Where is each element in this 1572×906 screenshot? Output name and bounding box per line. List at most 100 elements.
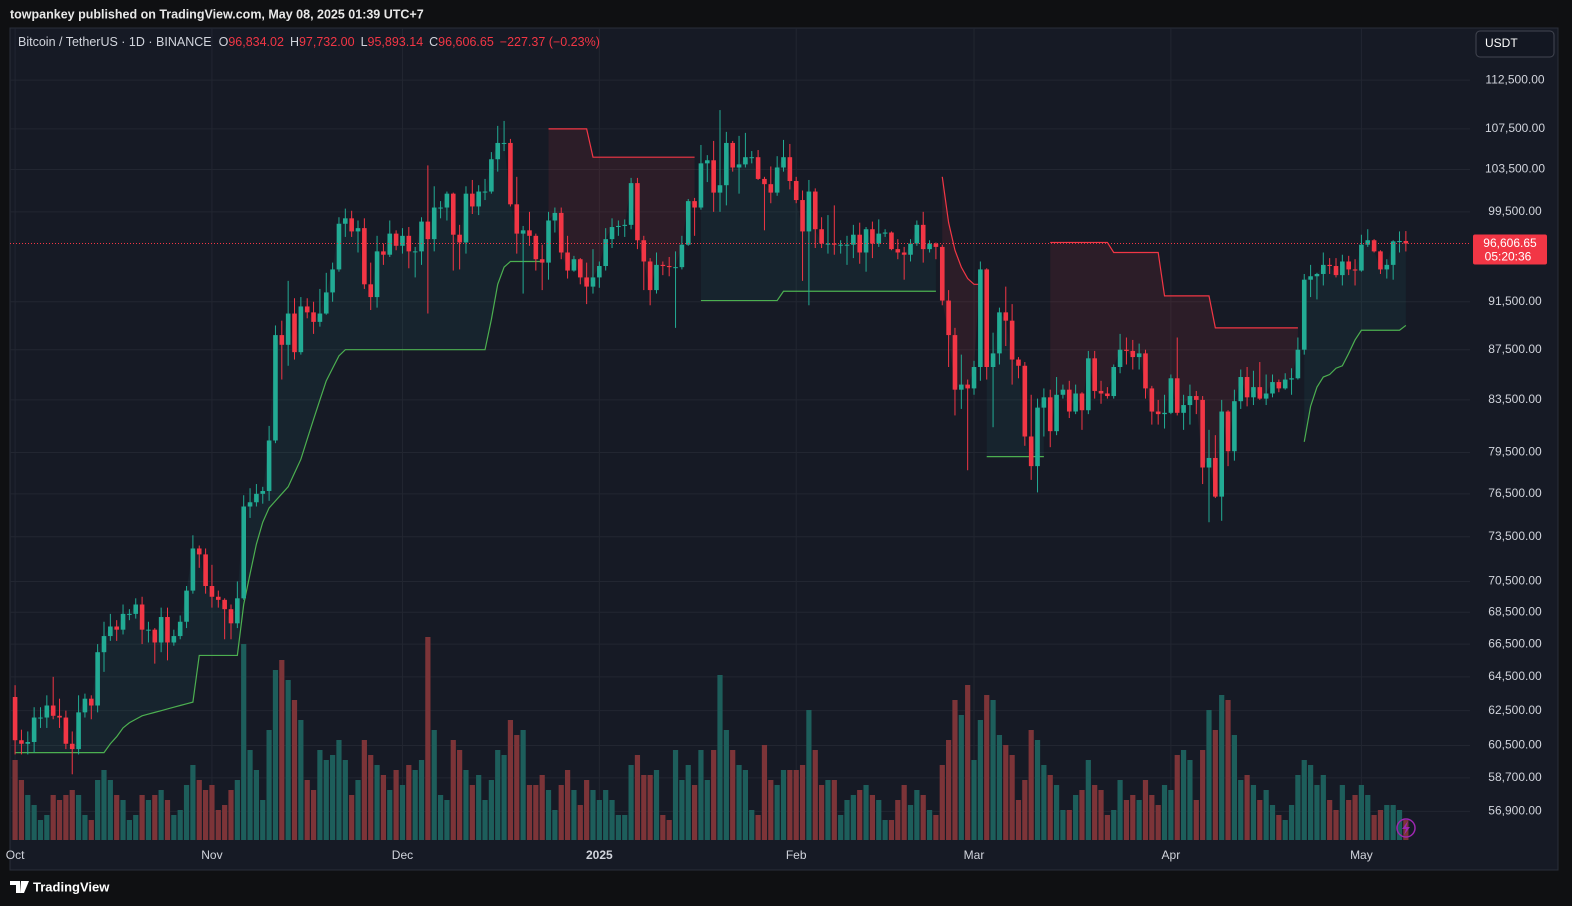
candle-body (616, 225, 621, 228)
candle-body (806, 191, 812, 232)
candle-body (647, 261, 653, 291)
candle-body (292, 313, 297, 353)
volume-bar (863, 785, 869, 840)
volume-bar (336, 740, 342, 840)
y-tick-label: 107,500.00 (1485, 121, 1545, 135)
candle-body (1321, 264, 1326, 274)
volume-bar (279, 660, 285, 840)
volume-bar (457, 750, 463, 840)
supertrend-line (700, 290, 936, 302)
volume-bar (1187, 760, 1193, 840)
volume-bar (660, 815, 666, 840)
candle-body (482, 191, 488, 193)
volume-bar (444, 800, 450, 840)
volume-bar (349, 795, 355, 840)
x-tick-label: Apr (1162, 848, 1181, 862)
volume-bar (120, 800, 126, 840)
volume-bar (603, 790, 609, 840)
candle-body (952, 335, 958, 390)
volume-bar (412, 770, 418, 840)
fill-layer (15, 128, 1406, 753)
currency-label[interactable]: USDT (1485, 36, 1518, 50)
candle-body (882, 232, 888, 234)
volume-bar (812, 750, 818, 840)
candle-body (793, 181, 799, 201)
candle-body (304, 306, 310, 313)
candle-body (660, 264, 666, 267)
volume-bar (342, 760, 348, 840)
candle-body (679, 244, 685, 268)
volume-bar (749, 810, 755, 840)
candle-body (44, 705, 50, 718)
volume-bar (622, 815, 628, 840)
volume-bar (1333, 810, 1339, 840)
volume-bar (1339, 785, 1345, 840)
candle-body (1009, 320, 1015, 360)
y-tick-label: 60,500.00 (1488, 738, 1542, 752)
ohlc-value: 96,606.65 (438, 35, 494, 49)
volume-bar (1155, 805, 1161, 840)
candle-body (203, 554, 208, 587)
volume-bar (685, 765, 691, 840)
candle-body (349, 218, 354, 232)
candle-body (146, 629, 151, 631)
candle-body (501, 142, 507, 144)
candle-body (876, 233, 882, 244)
candle-body (1016, 359, 1021, 366)
candle-body (781, 157, 786, 168)
volume-bar (209, 785, 215, 840)
volume-bar (869, 795, 876, 840)
volume-bar (361, 740, 367, 840)
volume-bar (514, 735, 520, 840)
candle-body (1295, 349, 1301, 379)
volume-bar (533, 785, 539, 840)
volume-bar (266, 730, 272, 840)
volume-bar (1225, 700, 1231, 840)
candle-body (1022, 365, 1028, 437)
supertrend-line (941, 176, 981, 285)
alert-icon[interactable] (1396, 818, 1416, 838)
volume-bar (1085, 760, 1091, 840)
candle-body (1200, 399, 1205, 468)
volume-bar (1041, 765, 1047, 840)
ohlc-value: 96,834.02 (228, 35, 284, 49)
candle-body (463, 193, 469, 243)
candle-body (368, 284, 374, 298)
volume-bar (1257, 800, 1263, 840)
volume-bar (1180, 750, 1187, 840)
volume-bar (399, 785, 406, 840)
candle-body (95, 652, 100, 706)
candle-body (444, 193, 450, 208)
volume-bar (1015, 800, 1022, 840)
candle-body (590, 277, 596, 287)
volume-bar (1079, 790, 1085, 840)
volume-bar (1117, 780, 1123, 840)
volume-bar (1250, 785, 1257, 840)
x-tick-label: Dec (392, 848, 413, 862)
volume-bar (939, 765, 945, 840)
alert-bolt (1402, 821, 1410, 835)
volume-bar (107, 780, 113, 840)
x-tick-label: Feb (786, 848, 807, 862)
candle-body (412, 251, 418, 253)
volume-bar (647, 775, 653, 840)
volume-bar (133, 815, 139, 840)
volume-bar (666, 820, 672, 840)
candle-body (228, 609, 234, 624)
volume-bar (63, 795, 69, 840)
candle-body (1117, 349, 1123, 368)
candle-body (768, 184, 774, 193)
volume-bar (952, 700, 958, 840)
candle-body (431, 207, 437, 240)
volume-bar (1009, 755, 1015, 840)
currency-button[interactable] (1475, 30, 1555, 58)
volume-bar (1396, 810, 1403, 840)
candle-body (762, 178, 767, 185)
supertrend-line (1303, 324, 1407, 442)
last-price-label: 96,606.65 (1483, 236, 1537, 250)
candle-body (1251, 387, 1256, 398)
brand-name: TradingView (33, 879, 110, 894)
candle-body (273, 335, 278, 441)
candle-body (222, 599, 227, 610)
volume-bar (31, 805, 37, 840)
